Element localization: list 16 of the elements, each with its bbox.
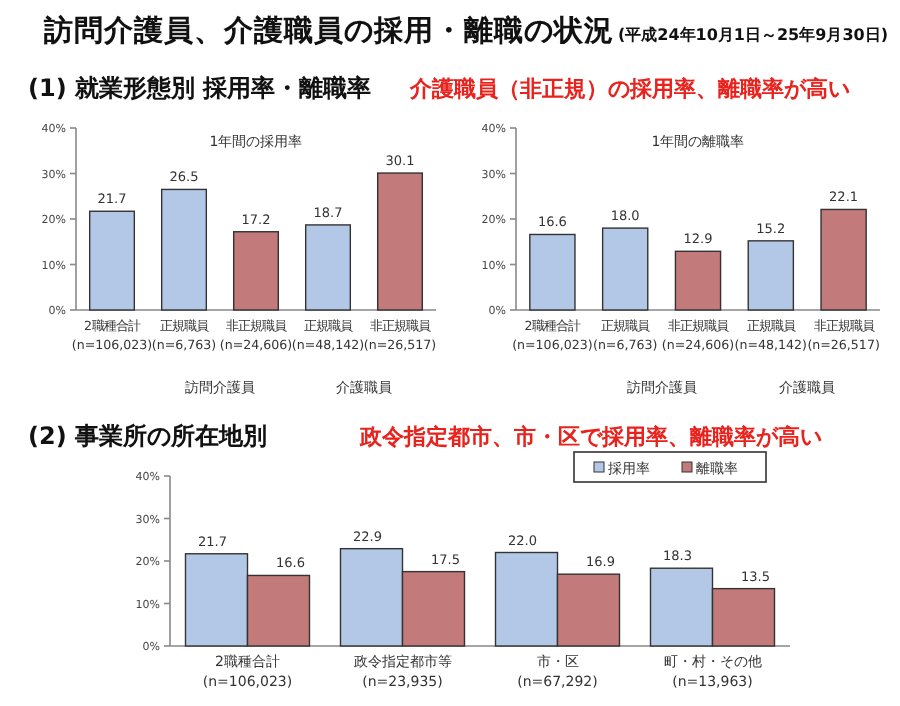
text: 訪問介護員、介護職員の採用・離職の状況 (42, 12, 614, 48)
text: (平成24年10月1日～25年9月30日) (618, 26, 888, 44)
bar (376, 172, 424, 311)
bar (160, 188, 208, 311)
bar (88, 210, 136, 311)
bar (674, 250, 722, 311)
text: 政令指定都市、市・区で採用率、離職率が高い (358, 424, 822, 450)
text: (1) 就業形態別 採用率・離職率 (28, 74, 372, 102)
text: 介護職員（非正規）の採用率、離職率が高い (408, 76, 850, 102)
text: (2) 事業所の所在地別 (28, 422, 267, 450)
bar (747, 240, 795, 311)
bar (529, 233, 576, 311)
bar (820, 208, 867, 311)
bar (304, 224, 352, 311)
bar (601, 227, 649, 311)
bar (232, 231, 280, 311)
